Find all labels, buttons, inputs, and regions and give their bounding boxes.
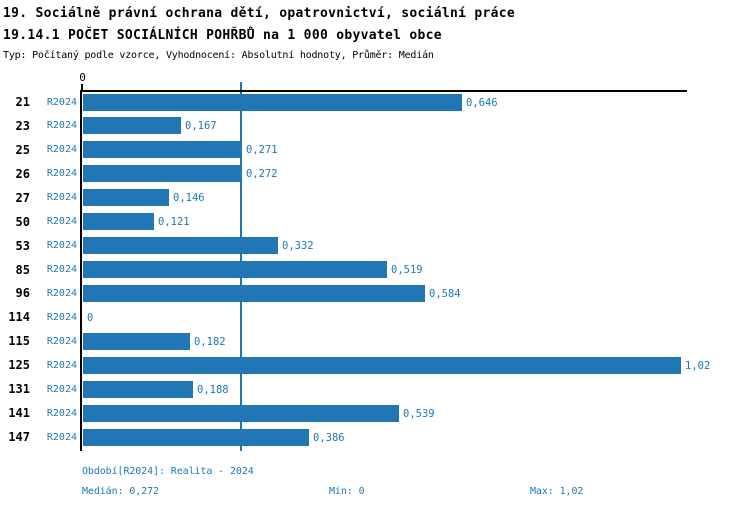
row-series-label: R2024 — [46, 359, 77, 371]
bar-value-label: 0,182 — [194, 335, 226, 348]
bar-value-label: 0,332 — [282, 240, 314, 253]
bar-value-label: 0,386 — [313, 431, 345, 444]
row-category-label: 23 — [15, 118, 30, 133]
bar — [83, 213, 154, 231]
row-category-label: 147 — [8, 430, 30, 445]
bar-value-label: 0,271 — [246, 144, 278, 157]
row-series-label: R2024 — [46, 335, 77, 347]
bar-value-label: 0,146 — [173, 192, 205, 205]
bar-value-label: 0,539 — [403, 407, 435, 420]
chart-subtitle: Typ: Počítaný podle vzorce, Vyhodnocení:… — [3, 50, 434, 61]
row-series-label: R2024 — [46, 96, 77, 108]
row-category-label: 131 — [8, 382, 30, 397]
bar — [83, 141, 242, 159]
row-series-label: R2024 — [46, 120, 77, 132]
bar — [83, 165, 242, 183]
bar — [83, 93, 462, 111]
row-category-label: 50 — [15, 214, 30, 229]
row-series-label: R2024 — [46, 216, 77, 228]
x-axis-zero-label: 0 — [79, 71, 86, 84]
footer-median-stat: Medián: 0,272 — [82, 486, 159, 497]
bar — [83, 332, 190, 350]
row-category-label: 115 — [8, 334, 30, 349]
footer-period: Období[R2024]: Realita - 2024 — [82, 466, 254, 477]
row-series-label: R2024 — [46, 168, 77, 180]
bar-value-label: 0 — [87, 311, 94, 324]
row-series-label: R2024 — [46, 192, 77, 204]
row-category-label: 141 — [8, 406, 30, 421]
x-axis-zero-tick — [81, 84, 83, 91]
y-axis-line — [80, 91, 82, 451]
bar-value-label: 0,272 — [246, 168, 278, 181]
bar — [83, 428, 309, 446]
row-series-label: R2024 — [46, 383, 77, 395]
bar-value-label: 0,121 — [158, 216, 190, 229]
bar — [83, 284, 425, 302]
chart-title-line2: 19.14.1 POČET SOCIÁLNÍCH POHŘBŮ na 1 000… — [3, 28, 442, 43]
bar — [83, 261, 387, 278]
row-series-label: R2024 — [46, 287, 77, 299]
row-category-label: 114 — [8, 310, 30, 325]
row-series-label: R2024 — [46, 407, 77, 419]
bar — [83, 404, 399, 422]
row-category-label: 85 — [15, 262, 30, 277]
footer-min-stat: Min: 0 — [329, 486, 365, 497]
row-series-label: R2024 — [46, 240, 77, 252]
row-category-label: 26 — [15, 166, 30, 181]
bar-value-label: 0,188 — [197, 383, 229, 396]
row-category-label: 53 — [15, 238, 30, 253]
bar — [83, 380, 193, 398]
row-category-label: 96 — [15, 286, 30, 301]
bar-value-label: 0,646 — [466, 96, 498, 109]
bar-value-label: 0,519 — [391, 264, 423, 276]
bar-value-label: 1,02 — [685, 359, 711, 372]
row-series-label: R2024 — [46, 144, 77, 156]
x-axis-line — [80, 90, 687, 92]
bar — [83, 189, 169, 207]
row-category-label: 125 — [8, 358, 30, 373]
bar — [83, 356, 681, 374]
bar-value-label: 0,584 — [429, 287, 461, 300]
row-series-label: R2024 — [46, 431, 77, 443]
bar-value-label: 0,167 — [185, 120, 217, 133]
bar — [83, 237, 278, 255]
row-series-label: R2024 — [46, 264, 77, 275]
chart-title-line1: 19. Sociálně právní ochrana dětí, opatro… — [3, 6, 515, 21]
row-category-label: 25 — [15, 142, 30, 157]
row-series-label: R2024 — [46, 311, 77, 323]
footer-max-stat: Max: 1,02 — [530, 486, 584, 497]
row-category-label: 21 — [15, 95, 30, 109]
bar — [83, 117, 181, 135]
row-category-label: 27 — [15, 190, 30, 205]
